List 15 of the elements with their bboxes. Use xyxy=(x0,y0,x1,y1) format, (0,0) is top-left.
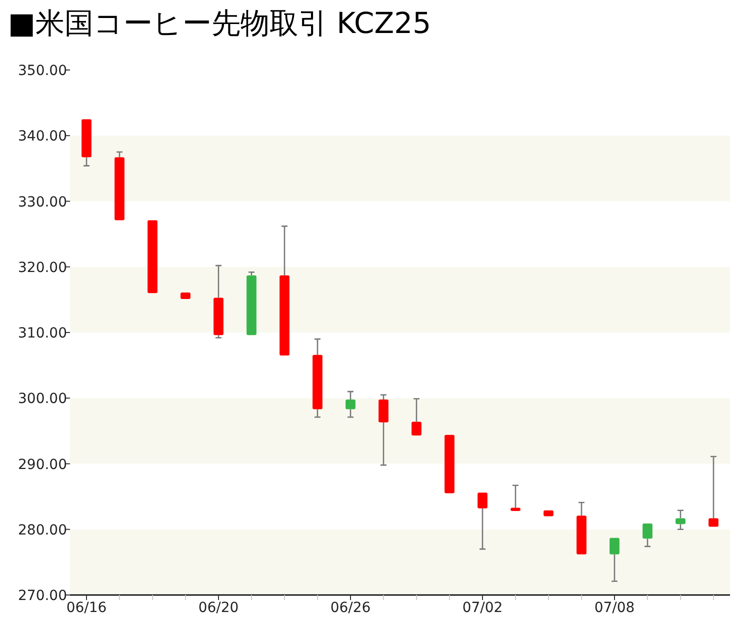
y-tick-label: 310.00 xyxy=(18,326,67,342)
x-tick-label: 07/08 xyxy=(594,600,635,616)
x-tick-label: 07/02 xyxy=(462,600,503,616)
y-tick-label: 290.00 xyxy=(18,456,67,473)
y-tick-label: 320.00 xyxy=(18,260,67,276)
y-tick-label: 280.00 xyxy=(18,522,67,538)
y-tick-label: 270.00 xyxy=(18,588,67,604)
title: ■米国コーヒー先物取引 KCZ25 xyxy=(8,6,432,40)
x-tick-label: 06/20 xyxy=(198,600,239,616)
y-tick-label: 350.00 xyxy=(18,63,67,79)
y-tick-label: 300.00 xyxy=(18,391,67,408)
y-tick-label: 330.00 xyxy=(18,194,67,210)
x-tick-label: 06/16 xyxy=(66,600,107,616)
x-tick-label: 06/26 xyxy=(330,600,371,616)
y-tick-label: 340.00 xyxy=(18,128,67,145)
